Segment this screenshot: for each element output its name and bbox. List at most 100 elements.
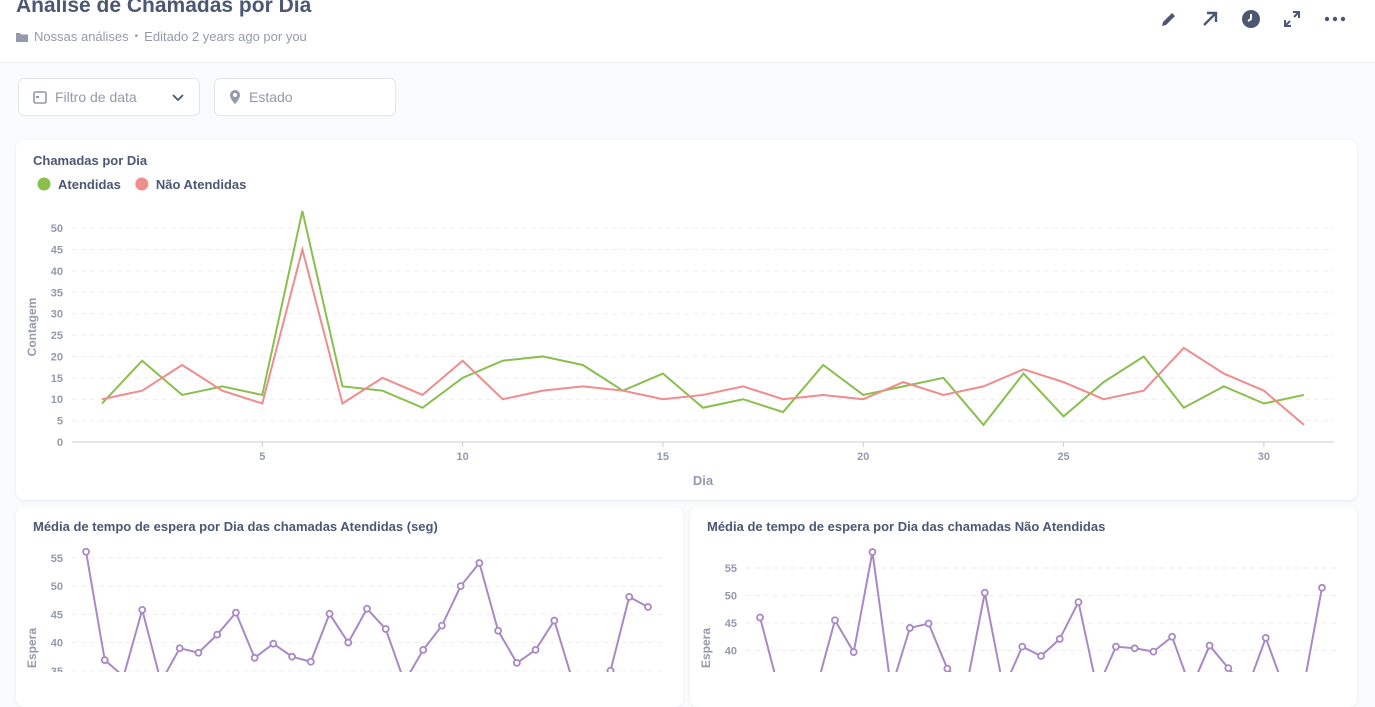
chart: Média de tempo de espera por Dia das cha…: [699, 519, 1336, 672]
y-axis-label: Espera: [25, 628, 39, 668]
calendar-icon: [33, 91, 47, 104]
y-tick-label: 40: [51, 638, 63, 650]
point: [644, 603, 652, 611]
y-axis-label: Espera: [699, 628, 713, 668]
point: [306, 657, 315, 666]
y-tick-label: 15: [51, 373, 63, 385]
y-tick-label: 55: [51, 553, 63, 565]
point: [1318, 583, 1326, 592]
y-tick-label: 55: [725, 563, 737, 575]
y-tick-label: 50: [725, 591, 737, 603]
y-tick-label: 45: [51, 245, 63, 257]
chart-title: Média de tempo de espera por Dia das cha…: [33, 519, 438, 534]
point: [1149, 647, 1158, 656]
point: [1261, 633, 1270, 642]
point: [831, 616, 839, 625]
point: [606, 666, 615, 672]
header: Análise de Chamadas por Dia Nossas análi…: [0, 0, 1375, 63]
chevron: [172, 94, 184, 102]
edited-info: Editado 2 years ago por you: [144, 29, 307, 44]
separator: •: [134, 31, 139, 42]
point: [82, 547, 90, 556]
line: [101, 210, 1305, 427]
y-axis-label: Contagem: [25, 298, 39, 357]
edit-button[interactable]: [1159, 9, 1179, 29]
history-button[interactable]: [1241, 9, 1261, 29]
point: [1055, 635, 1064, 643]
pin-icon: [230, 90, 240, 104]
point: [213, 630, 222, 639]
line: [101, 245, 1305, 426]
chart-title: Média de tempo de espera por Dia das cha…: [707, 519, 1105, 534]
fullscreen-button[interactable]: [1282, 9, 1302, 29]
chart: Média de tempo de espera por Dia das cha…: [25, 519, 662, 672]
y-tick-label: 50: [51, 223, 63, 235]
point: [625, 592, 634, 601]
point: [1205, 641, 1214, 650]
x-axis-label: Dia: [693, 473, 714, 488]
x-tick-label: 10: [456, 451, 468, 463]
point: [1224, 664, 1233, 672]
y-tick-label: 40: [725, 646, 737, 658]
date-filter[interactable]: Filtro de data: [18, 78, 200, 116]
page: Análise de Chamadas por Dia Nossas análi…: [0, 0, 1375, 672]
y-tick-label: 25: [51, 330, 63, 342]
point: [494, 626, 503, 635]
y-tick-label: 35: [51, 666, 63, 672]
state-filter[interactable]: Estado: [214, 78, 396, 116]
point: [868, 548, 877, 556]
point: [325, 609, 334, 618]
y-tick-label: 40: [51, 266, 63, 278]
point: [1112, 642, 1120, 651]
y-tick-label: 20: [51, 351, 63, 363]
point: [1074, 598, 1083, 606]
point: [980, 588, 989, 597]
point: [438, 621, 446, 630]
point: [175, 644, 184, 653]
dashboard-title: Análise de Chamadas por Dia: [16, 0, 312, 17]
charts: Chamadas por Dia Contagem Dia 0 5 10 15 20 25 30 3…: [25, 153, 1336, 672]
toolbar: [1159, 9, 1347, 29]
y-tick-label: 30: [51, 309, 63, 321]
point: [1037, 652, 1045, 660]
filter-label: Filtro de data: [55, 89, 137, 105]
point: [344, 638, 353, 647]
point: [905, 624, 914, 632]
point: [194, 648, 203, 657]
point: [138, 605, 147, 614]
y-tick-label: 45: [51, 609, 63, 621]
point: [269, 639, 278, 648]
x-tick-label: 5: [259, 451, 265, 463]
point: [250, 653, 259, 662]
point: [231, 608, 240, 617]
point: [943, 664, 952, 672]
card: [16, 140, 1357, 500]
point: [531, 646, 540, 654]
more-button[interactable]: [1323, 9, 1347, 29]
y-tick-label: 35: [51, 287, 63, 299]
legend-swatch: [135, 177, 149, 191]
legend-label: Não Atendidas: [156, 177, 247, 192]
point: [475, 559, 484, 567]
point: [100, 656, 109, 664]
point: [419, 646, 428, 654]
x-tick-label: 15: [657, 451, 669, 463]
point: [924, 619, 933, 628]
chart: Chamadas por Dia Contagem Dia 0 5 10 15 20 25 30 3…: [25, 153, 1334, 488]
share-button[interactable]: [1200, 9, 1220, 29]
y-tick-label: 0: [57, 437, 63, 449]
point: [288, 652, 296, 661]
chart-title: Chamadas por Dia: [33, 153, 148, 168]
filter-label: Estado: [249, 89, 293, 105]
point: [456, 582, 465, 591]
x-tick-label: 20: [857, 451, 869, 463]
point: [363, 604, 371, 613]
y-tick-label: 10: [51, 394, 63, 406]
y-tick-label: 45: [725, 618, 737, 630]
folder-icon: [16, 32, 28, 42]
collection-link[interactable]: Nossas análises: [34, 29, 129, 44]
point: [1130, 644, 1139, 653]
point: [849, 648, 858, 657]
y-tick-label: 50: [51, 581, 63, 593]
point: [756, 613, 764, 622]
